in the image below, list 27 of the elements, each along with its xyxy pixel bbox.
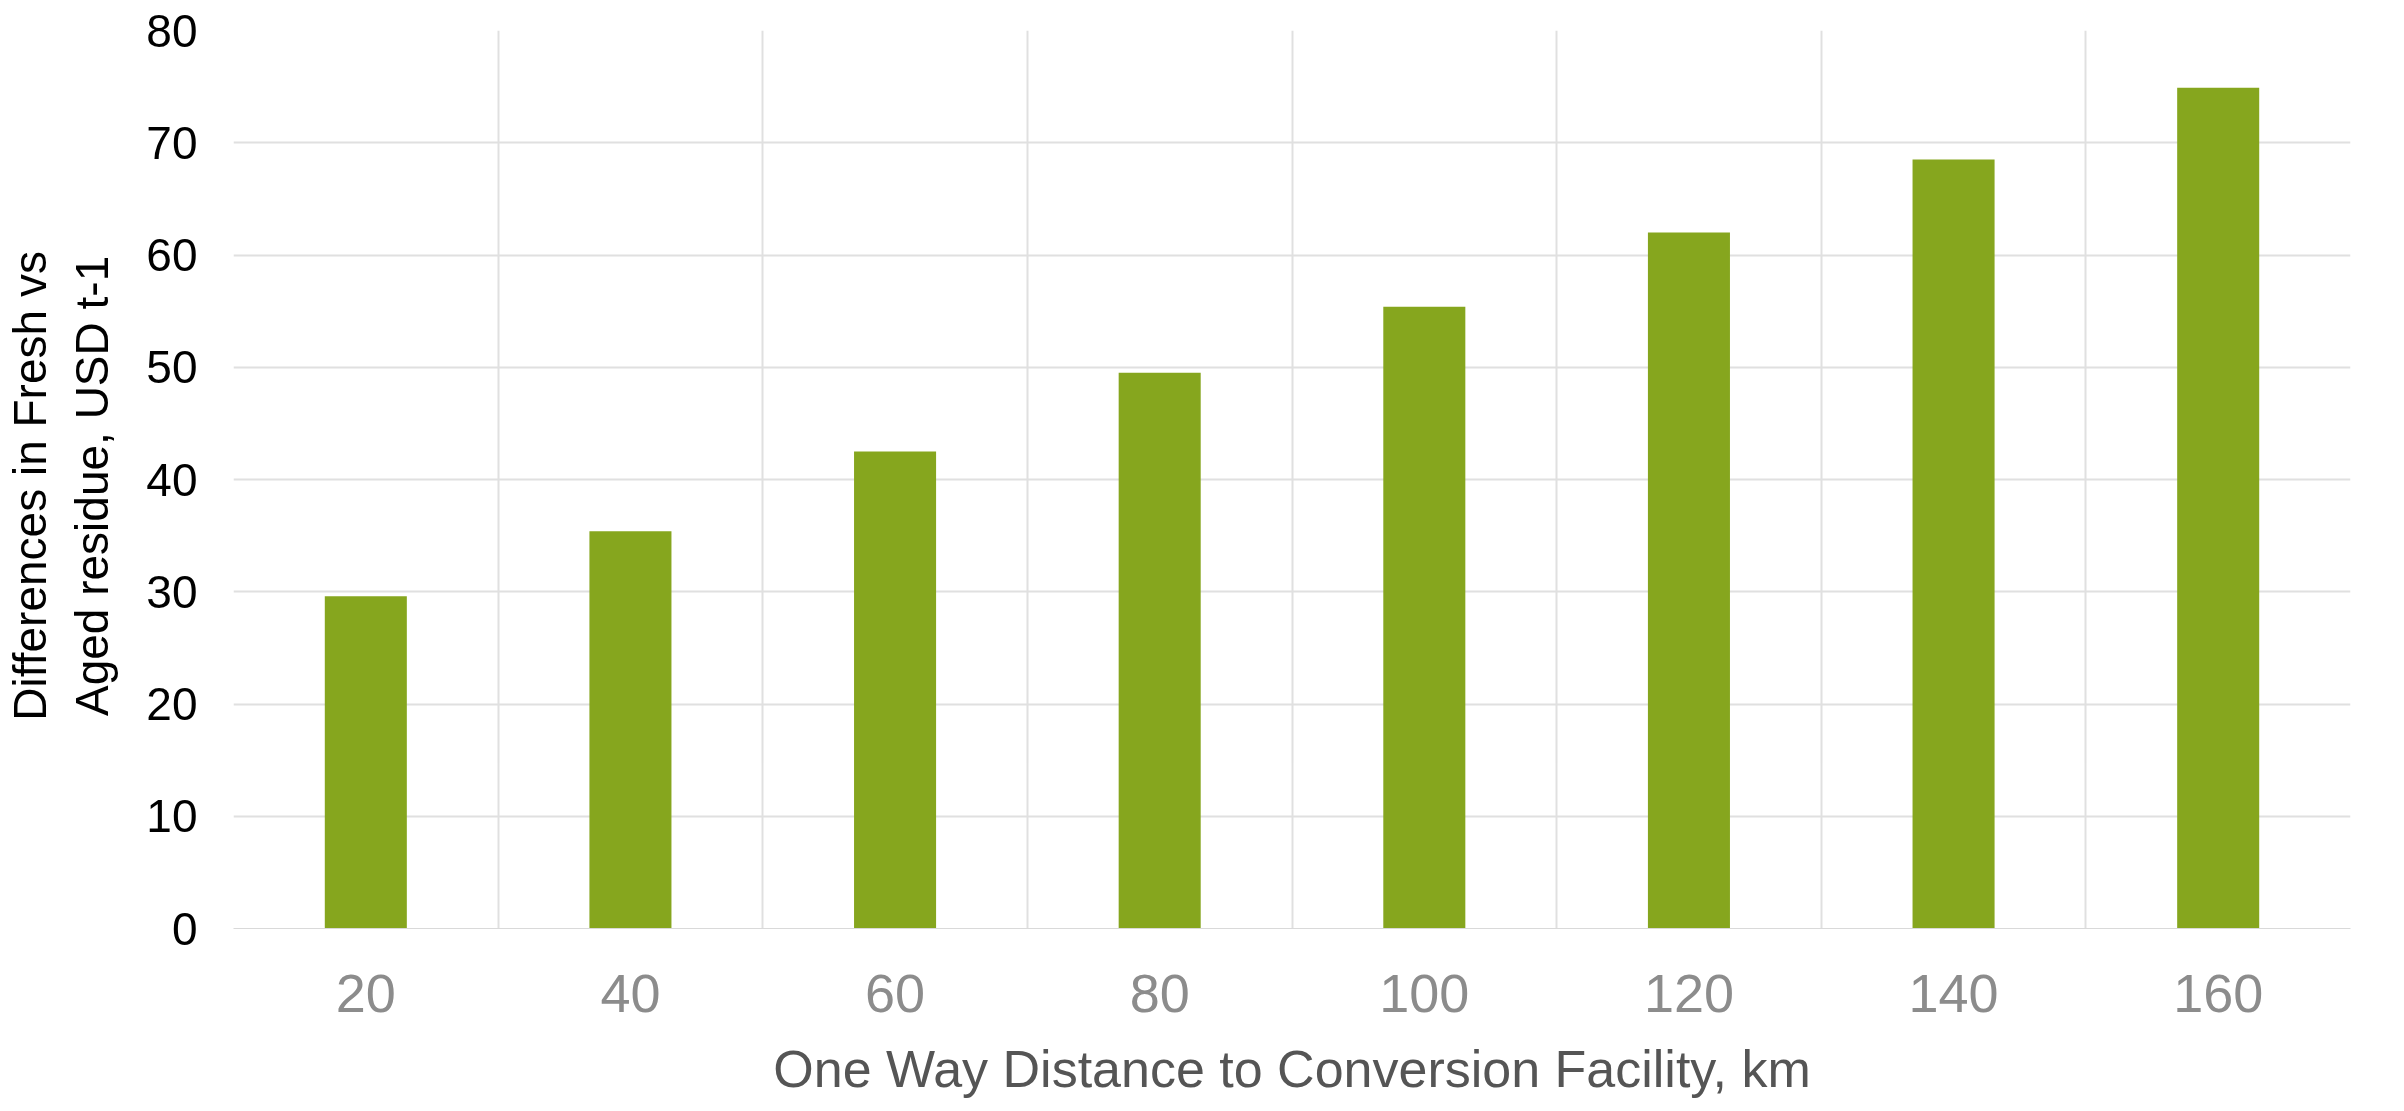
y-tick-label: 0: [171, 902, 198, 955]
y-tick-label: 50: [146, 341, 198, 394]
x-tick-label: 80: [1129, 962, 1190, 1023]
bar: [589, 531, 672, 929]
bar: [2177, 87, 2260, 929]
bar: [1912, 159, 1995, 929]
y-tick-label: 60: [146, 229, 198, 281]
x-tick-label: 60: [865, 962, 926, 1023]
x-tick-label: 140: [1908, 962, 1999, 1023]
y-tick-label: 40: [146, 453, 198, 506]
bar: [1647, 232, 1730, 929]
y-axis-title: Differences in Fresh vs Aged residue, USD t-1: [3, 251, 119, 721]
y-tick-label: 80: [146, 4, 198, 57]
x-tick-label: 40: [600, 962, 661, 1023]
bar: [324, 596, 407, 929]
x-tick-label: 120: [1643, 962, 1734, 1023]
y-tick-label: 10: [146, 790, 198, 843]
x-tick-label: 100: [1379, 962, 1470, 1023]
x-tick-label: 160: [2173, 962, 2264, 1023]
bar: [854, 451, 937, 929]
bar: [1118, 372, 1201, 929]
y-tick-label: 70: [146, 116, 198, 169]
y-tick-label: 20: [146, 678, 198, 730]
x-axis-title: One Way Distance to Conversion Facility, km: [773, 1039, 1811, 1098]
x-tick-label: 20: [335, 962, 396, 1023]
bar: [1383, 306, 1466, 929]
y-tick-label: 30: [146, 565, 198, 618]
